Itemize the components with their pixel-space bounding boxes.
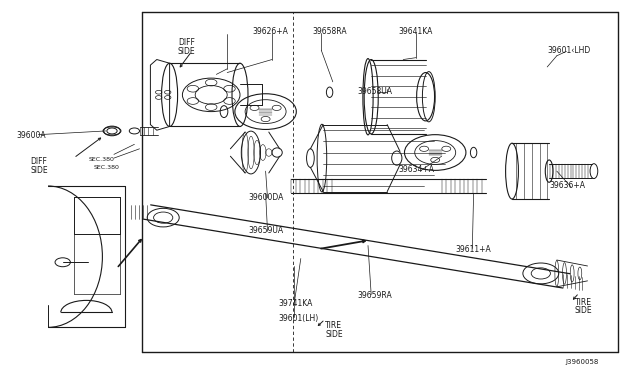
Text: 39601(LH): 39601(LH) [278, 314, 319, 323]
Text: SIDE: SIDE [31, 166, 49, 175]
Text: 39659UA: 39659UA [248, 226, 284, 235]
Text: SIDE: SIDE [325, 330, 343, 339]
Text: TIRE: TIRE [575, 298, 592, 307]
Text: 39626+A: 39626+A [253, 27, 289, 36]
Text: SIDE: SIDE [178, 47, 196, 56]
Text: 39658UA: 39658UA [357, 87, 392, 96]
Text: 39741KA: 39741KA [278, 299, 313, 308]
Text: 39658RA: 39658RA [312, 27, 347, 36]
Text: 39600DA: 39600DA [248, 193, 284, 202]
Text: SIDE: SIDE [575, 306, 593, 315]
Text: 39641KA: 39641KA [398, 27, 433, 36]
Text: 39611+A: 39611+A [456, 245, 492, 254]
Text: 39634+A: 39634+A [398, 165, 434, 174]
Text: J3960058: J3960058 [565, 359, 598, 365]
Text: DIFF: DIFF [178, 38, 195, 47]
Text: TIRE: TIRE [325, 321, 342, 330]
Text: DIFF: DIFF [31, 157, 47, 166]
Text: 39600A: 39600A [16, 131, 45, 140]
Text: 39659RA: 39659RA [357, 291, 392, 300]
Text: SEC.380: SEC.380 [88, 157, 114, 162]
Text: 39636+A: 39636+A [549, 182, 585, 190]
Text: 39601‹LHD: 39601‹LHD [547, 46, 591, 55]
Text: SEC.380: SEC.380 [94, 165, 120, 170]
